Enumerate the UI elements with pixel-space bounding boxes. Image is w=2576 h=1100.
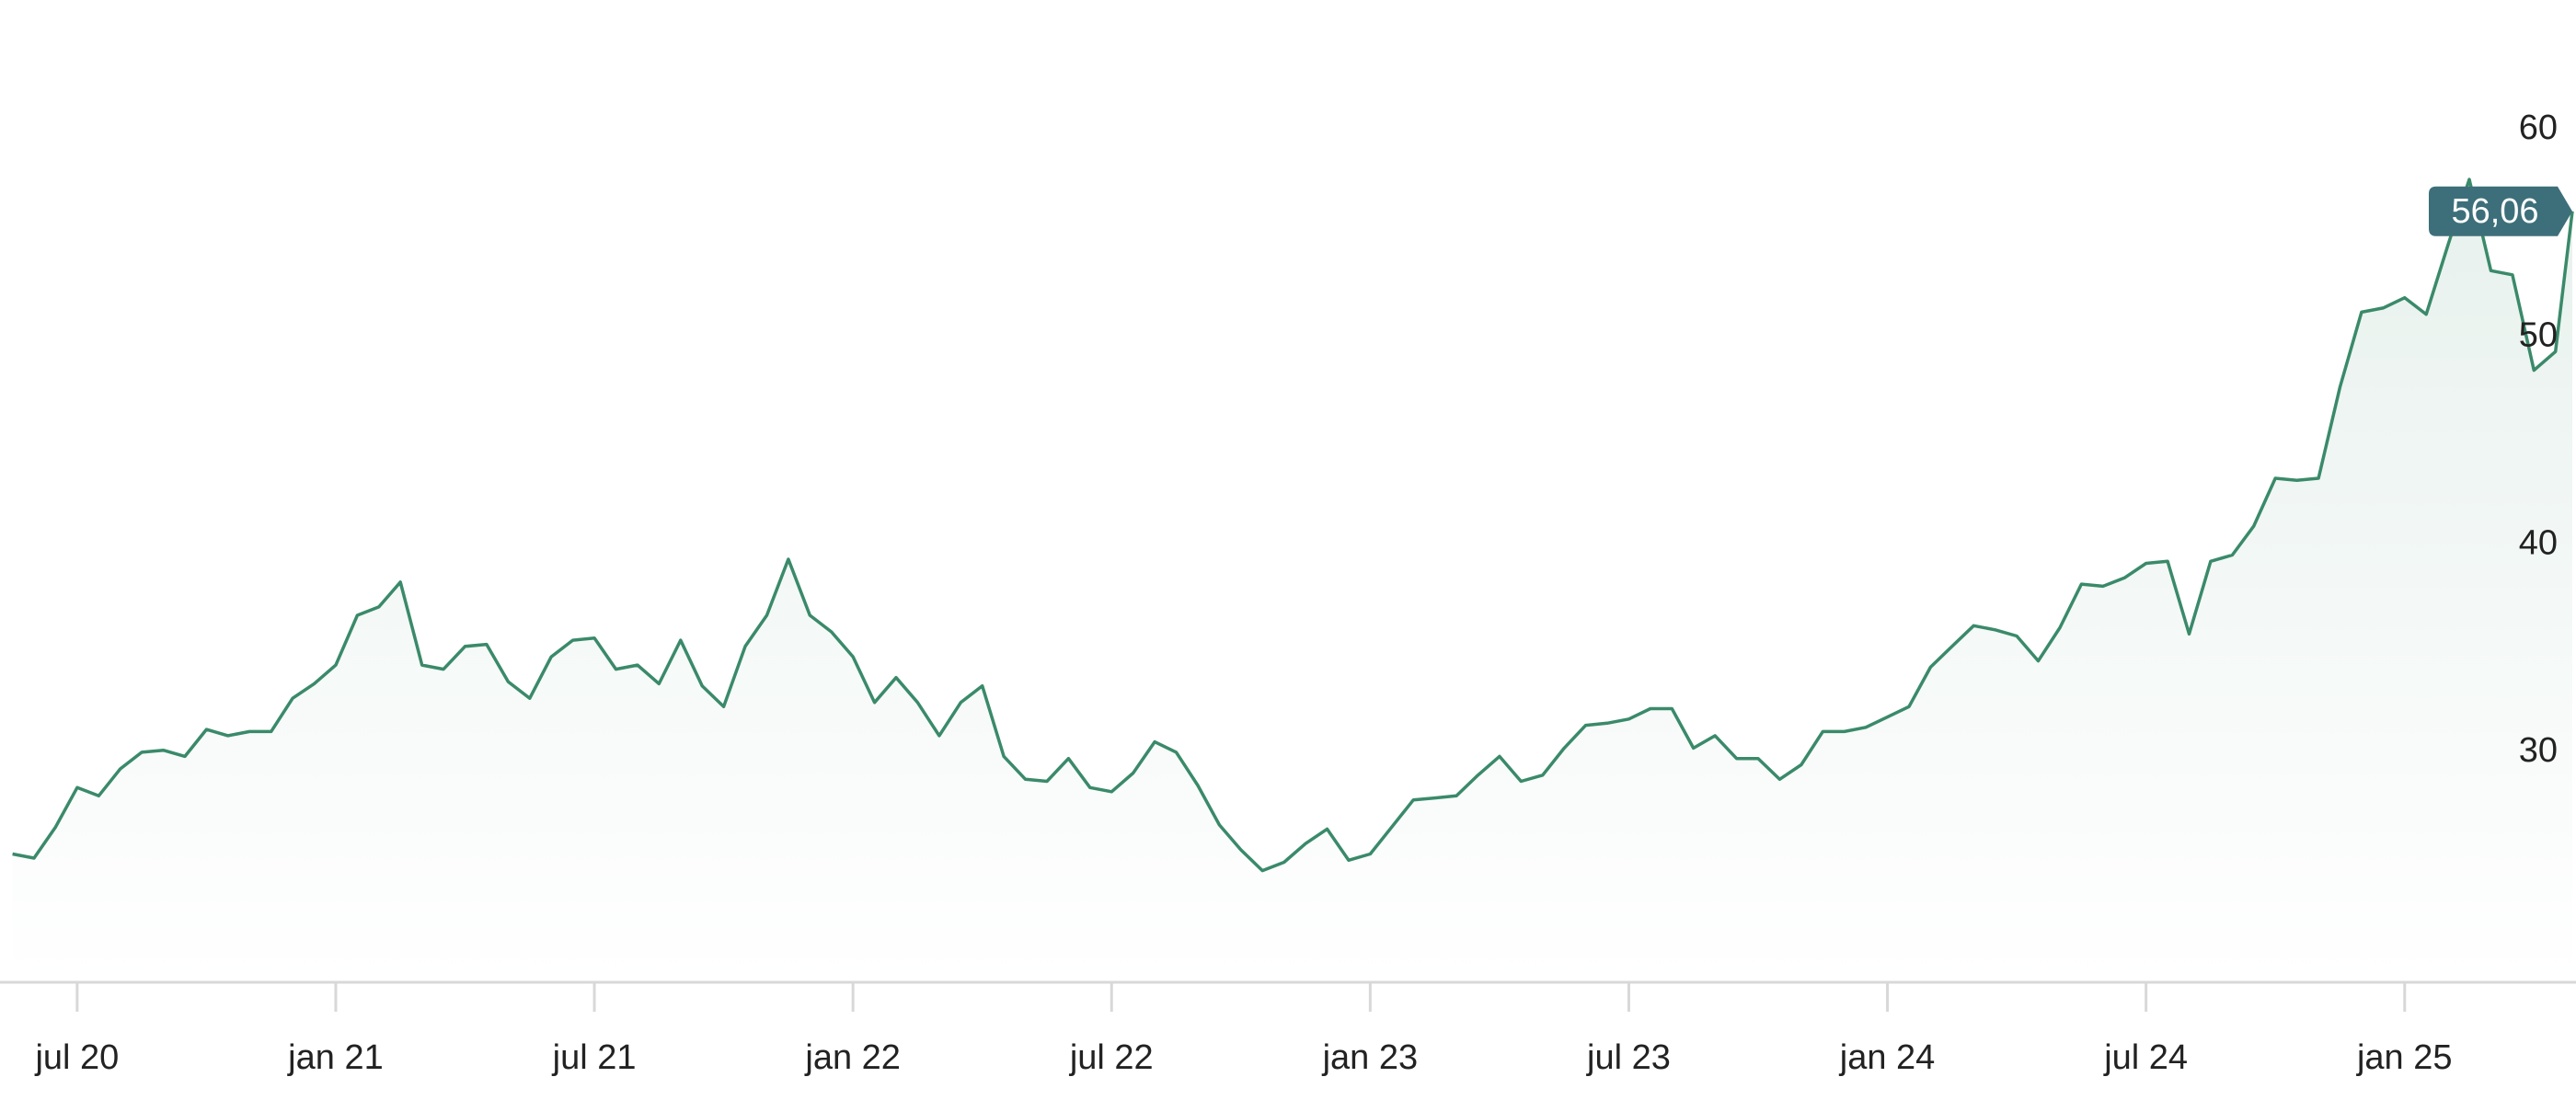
price-line — [12, 178, 2574, 873]
y-tick-label: 50 — [2519, 316, 2558, 355]
area-fill — [12, 179, 2572, 982]
y-tick-label: 40 — [2519, 523, 2558, 562]
x-tick-label: jan 21 — [287, 1038, 384, 1077]
price-marker-label: 56,06 — [2451, 192, 2538, 231]
x-tick-label: jul 20 — [34, 1038, 119, 1077]
x-tick-label: jul 22 — [1069, 1038, 1154, 1077]
x-tick-label: jan 22 — [804, 1038, 901, 1077]
x-tick-label: jan 23 — [1322, 1038, 1419, 1077]
x-tick-label: jan 24 — [1839, 1038, 1936, 1077]
x-tick-label: jan 25 — [2356, 1038, 2453, 1077]
x-tick-label: jul 21 — [552, 1038, 637, 1077]
price-marker — [2429, 186, 2572, 236]
x-tick-label: jul 23 — [1586, 1038, 1671, 1077]
y-tick-label: 30 — [2519, 731, 2558, 770]
y-tick-label: 60 — [2519, 109, 2558, 147]
x-tick-label: jul 24 — [2103, 1038, 2188, 1077]
